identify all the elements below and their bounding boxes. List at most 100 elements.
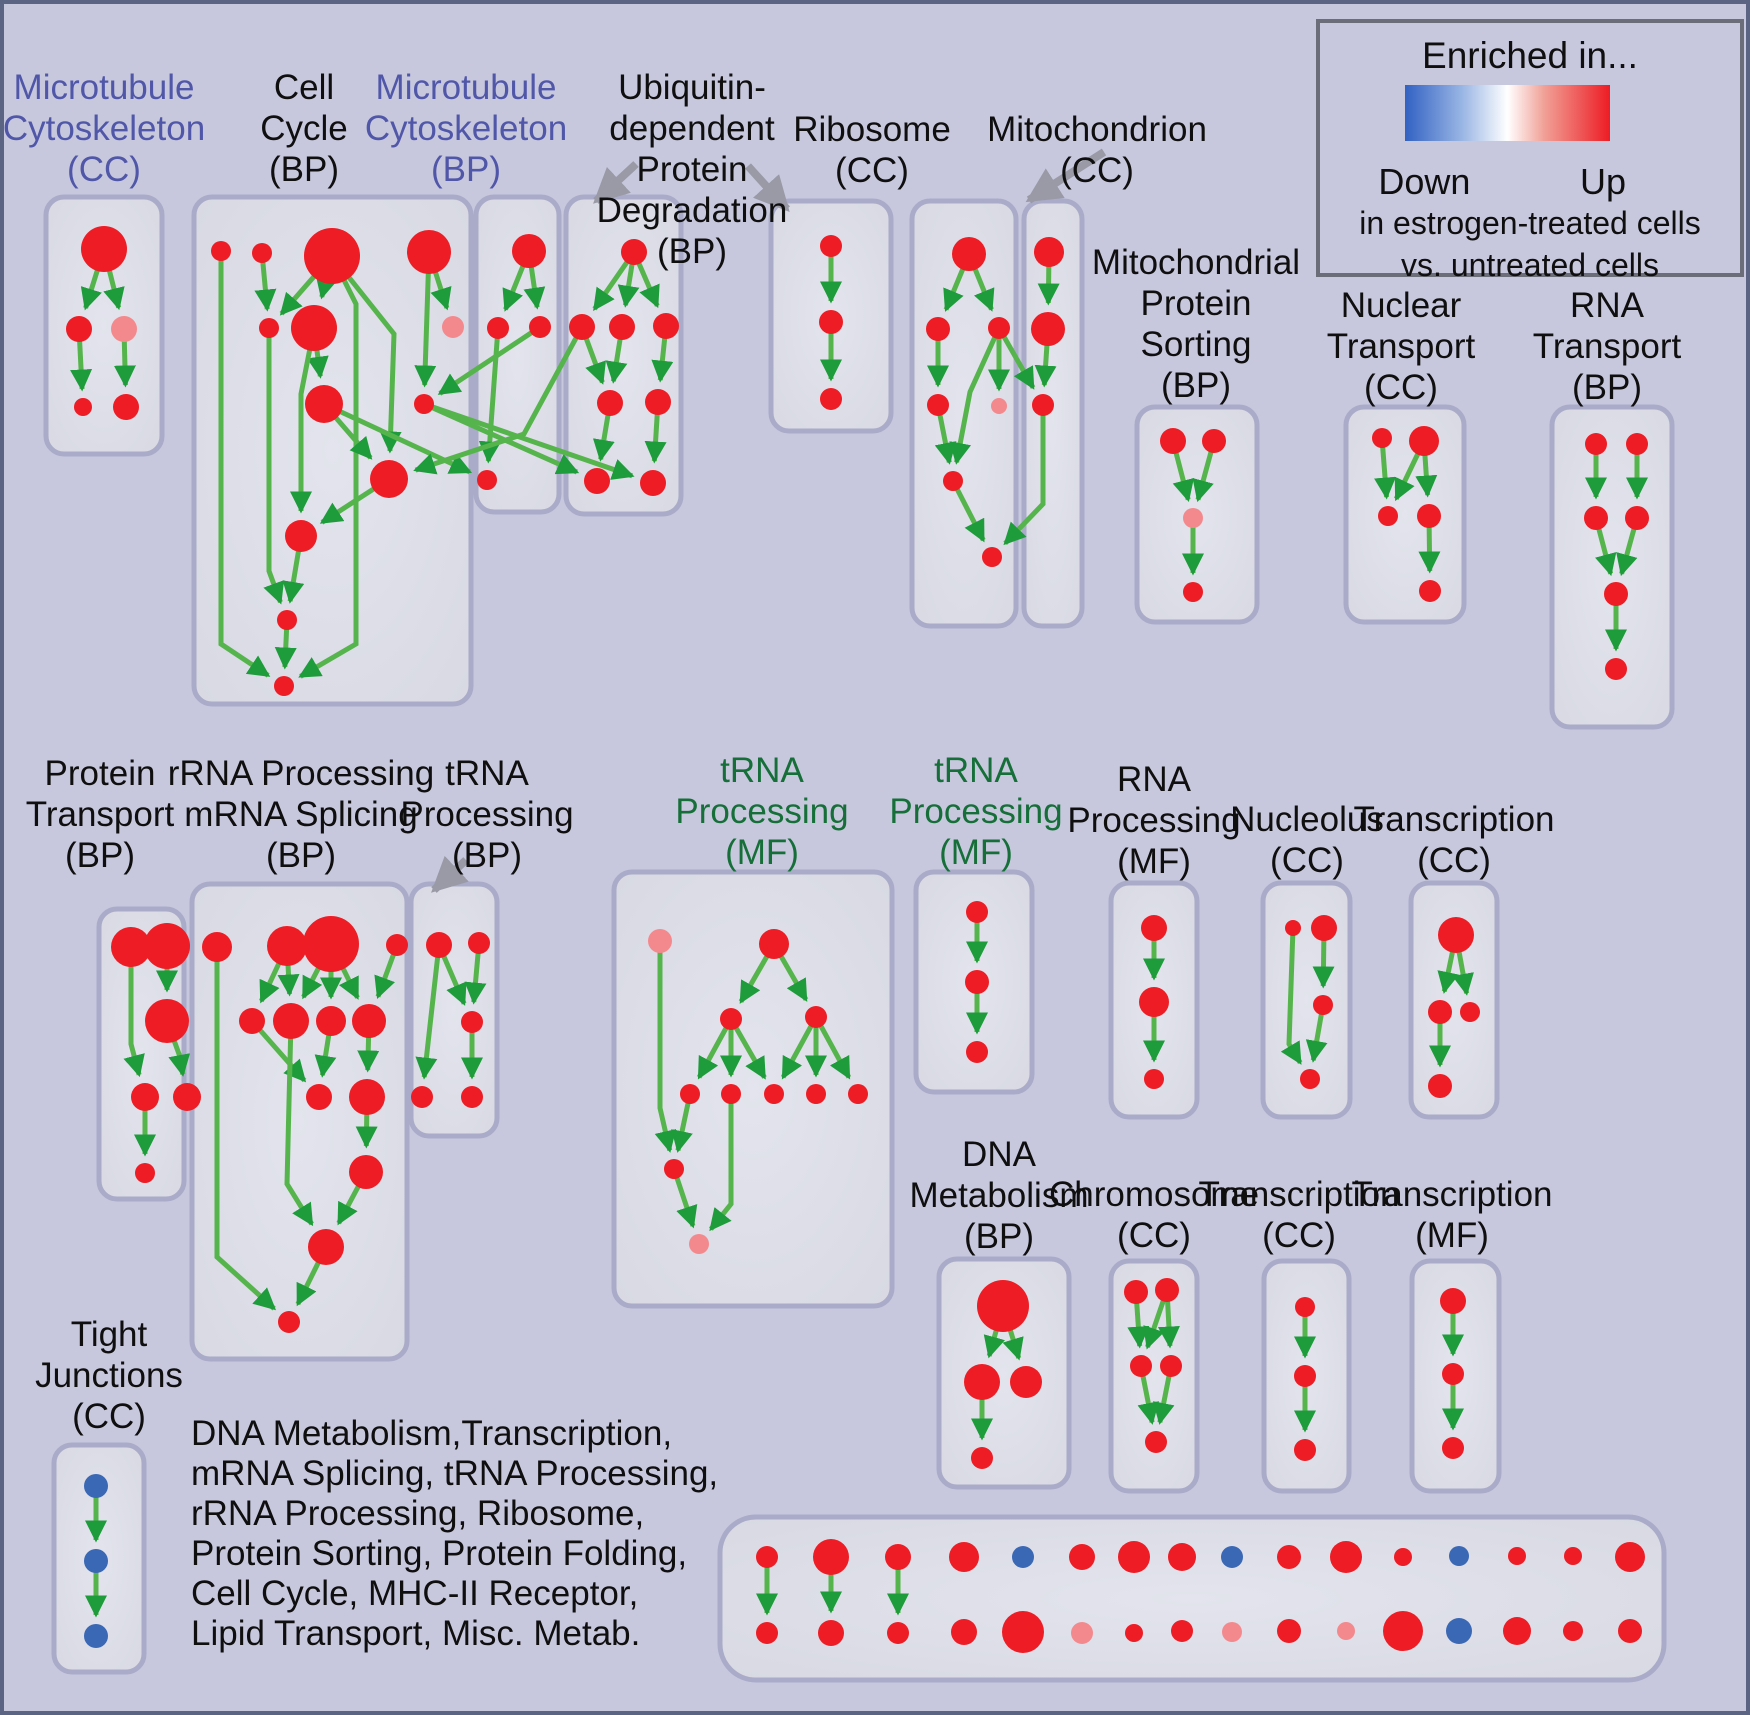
label-line: (CC) <box>1364 368 1438 407</box>
group-box-chromosome-cc <box>1108 1258 1200 1494</box>
go-term-node-weak-up <box>648 929 672 953</box>
go-term-node-up <box>966 901 988 923</box>
go-term-node-down <box>1449 1546 1469 1566</box>
go-term-node-up <box>1460 1002 1480 1022</box>
go-term-node-up <box>609 314 635 340</box>
edge-rrna-processing-mrna-splicing <box>214 947 277 1311</box>
misc-text-line: rRNA Processing, Ribosome, <box>191 1494 645 1533</box>
label-line: RNA <box>1570 286 1644 325</box>
label-line: rRNA Processing <box>167 754 435 793</box>
go-term-node-up <box>820 388 842 410</box>
edge-cross <box>423 401 635 480</box>
edge-trna-processing-mf-large <box>813 1015 852 1080</box>
go-term-node-weak-up <box>991 398 1007 414</box>
cluster-label-protein-transport: Protein Transport (BP) <box>26 753 174 876</box>
go-term-node-up <box>1605 658 1627 680</box>
go-term-node-down <box>84 1624 108 1648</box>
misc-text-line: Protein Sorting, Protein Folding, <box>191 1534 688 1573</box>
cluster-label-ribosome-cc: Ribosome (CC) <box>793 109 951 191</box>
go-term-node-up <box>1615 1542 1645 1572</box>
go-term-node-up <box>1069 1544 1095 1570</box>
go-term-node-up <box>1160 1355 1182 1377</box>
label-line: Mitochondrial <box>1091 243 1301 282</box>
go-term-node-up <box>426 932 452 958</box>
label-line: Protein <box>1140 284 1252 323</box>
network-canvas <box>43 148 1675 1683</box>
go-term-node-up <box>640 470 666 496</box>
label-line: (CC) <box>1117 1216 1191 1255</box>
edge-cell-cycle <box>414 251 437 388</box>
label-line: (CC) <box>1262 1216 1336 1255</box>
go-term-node-up <box>1372 428 1392 448</box>
cluster-label-ubiquitin-degradation-1: Ubiquitin-dependent Protein Degradation (BP… <box>597 67 788 272</box>
group-box-misc-strip <box>717 1514 1667 1683</box>
go-term-node-up <box>597 390 623 416</box>
label-line: Cytoskeleton <box>2 109 206 148</box>
go-term-node-up <box>411 1086 433 1108</box>
label-line: Transport <box>25 795 175 834</box>
label-line: Protein <box>44 754 156 793</box>
go-term-node-up <box>305 385 343 423</box>
go-term-node-up <box>529 316 551 338</box>
go-term-node-up <box>1330 1541 1362 1573</box>
go-term-node-up <box>966 1041 988 1063</box>
go-term-node-up <box>1031 312 1065 346</box>
go-term-node-up <box>1419 580 1441 602</box>
go-term-node-up <box>1383 1611 1423 1651</box>
group-box-rrna-processing-mrna-splicing <box>189 881 410 1362</box>
label-line: Microtubule <box>375 68 557 107</box>
label-line: (BP) <box>1161 366 1231 405</box>
label-line: Transcription <box>1351 1175 1553 1214</box>
label-line: (MF) <box>725 833 799 872</box>
go-term-node-up <box>1010 1366 1042 1398</box>
label-line: (CC) <box>835 151 909 190</box>
callout-ubiquitin-right-icon <box>745 163 790 212</box>
go-term-node-up <box>145 999 189 1043</box>
go-term-node-up <box>818 1620 844 1646</box>
go-term-node-up <box>645 389 671 415</box>
go-term-node-up <box>964 1364 1000 1400</box>
go-term-node-up <box>285 520 317 552</box>
label-line: (MF) <box>1415 1216 1489 1255</box>
go-term-node-up <box>1202 429 1226 453</box>
go-term-node-up <box>306 1084 332 1110</box>
edge-trna-processing-mf-large <box>708 1094 734 1232</box>
edge-rrna-processing-mrna-splicing <box>284 1020 314 1227</box>
go-term-node-up <box>569 314 595 340</box>
go-term-node-up <box>1584 506 1608 530</box>
label-line: Transport <box>1326 327 1476 366</box>
go-term-node-up <box>173 1083 201 1111</box>
cluster-label-trna-processing-mf-small: tRNA Processing (MF) <box>889 750 1062 873</box>
edge-trna-processing-mf-large <box>728 1017 767 1080</box>
go-term-node-up <box>756 1622 778 1644</box>
go-term-node-up <box>66 316 92 342</box>
go-term-node-up <box>1002 1611 1044 1653</box>
go-term-node-up <box>113 394 139 420</box>
go-term-node-up <box>1144 1069 1164 1089</box>
label-line: Chromosome <box>1048 1175 1260 1214</box>
legend-down-label: Down <box>1378 161 1471 202</box>
go-term-node-up <box>277 610 297 630</box>
edge-nucleolus-cc <box>1280 927 1303 1065</box>
go-term-node-up <box>461 1086 483 1108</box>
go-term-node-weak-up <box>111 316 137 342</box>
go-term-node-up <box>1139 987 1169 1017</box>
cluster-label-mitochondrion-cc: Mitochondrion (CC) <box>987 109 1207 191</box>
go-term-node-up <box>1125 1624 1143 1642</box>
label-line: (CC) <box>1270 841 1344 880</box>
go-term-node-up <box>1503 1617 1531 1645</box>
go-term-node-down <box>1221 1546 1243 1568</box>
go-term-node-weak-up <box>1337 1622 1355 1640</box>
label-line: Transcription <box>1353 800 1555 839</box>
misc-categories-text: DNA Metabolism,Transcription, mRNA Splici… <box>191 1414 718 1654</box>
go-term-node-up <box>74 398 92 416</box>
go-term-node-up <box>111 927 151 967</box>
go-term-node-up <box>1604 582 1628 606</box>
go-term-node-weak-up <box>1071 1622 1093 1644</box>
go-term-node-up <box>1394 1548 1412 1566</box>
label-line: tRNA <box>445 754 529 793</box>
label-line: tRNA <box>934 751 1018 790</box>
label-line: (CC) <box>1060 151 1134 190</box>
label-line: Cytoskeleton <box>364 109 568 148</box>
go-term-node-up <box>926 317 950 341</box>
